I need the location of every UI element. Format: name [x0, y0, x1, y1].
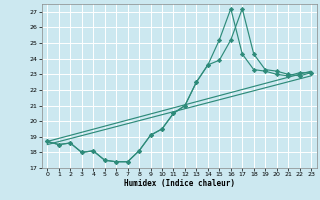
X-axis label: Humidex (Indice chaleur): Humidex (Indice chaleur): [124, 179, 235, 188]
